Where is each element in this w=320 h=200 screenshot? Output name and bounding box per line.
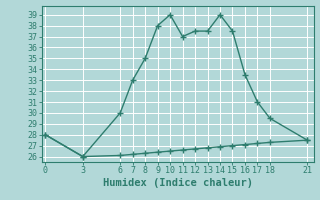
X-axis label: Humidex (Indice chaleur): Humidex (Indice chaleur) — [103, 178, 252, 188]
